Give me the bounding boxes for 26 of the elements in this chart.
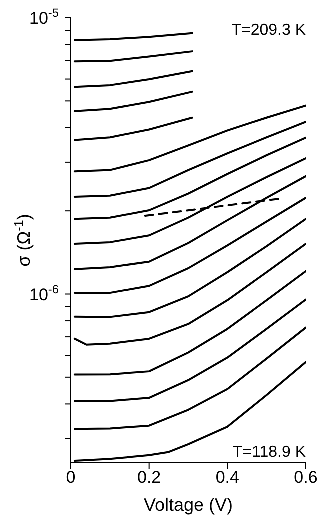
annotation: T=118.9 K xyxy=(232,444,306,462)
x-tick-label: 0.6 xyxy=(294,468,318,488)
line-series xyxy=(74,298,306,402)
x-axis-title: Voltage (V) xyxy=(144,495,234,515)
line-series xyxy=(74,136,306,220)
annotation: T=209.3 K xyxy=(232,22,306,40)
line-series xyxy=(74,197,306,294)
line-series xyxy=(74,104,306,173)
line-series xyxy=(74,116,194,142)
line-series xyxy=(74,50,194,63)
line-series xyxy=(74,218,306,318)
line-series xyxy=(74,90,194,112)
line-series xyxy=(74,158,306,246)
line-series xyxy=(74,270,306,376)
line-series xyxy=(74,175,306,270)
y-tick-label: 10$^{-6}$ xyxy=(30,282,60,304)
line-series xyxy=(74,326,306,430)
x-tick-label: 0.2 xyxy=(138,468,162,488)
line-series xyxy=(74,361,306,462)
line-series xyxy=(74,70,194,88)
line-series xyxy=(74,243,306,346)
y-tick-label: 10$^{-5}$ xyxy=(30,6,60,28)
line-series xyxy=(74,121,306,198)
x-tick-label: 0 xyxy=(66,468,76,488)
line-series xyxy=(74,32,194,42)
x-tick-label: 0.4 xyxy=(216,468,240,488)
